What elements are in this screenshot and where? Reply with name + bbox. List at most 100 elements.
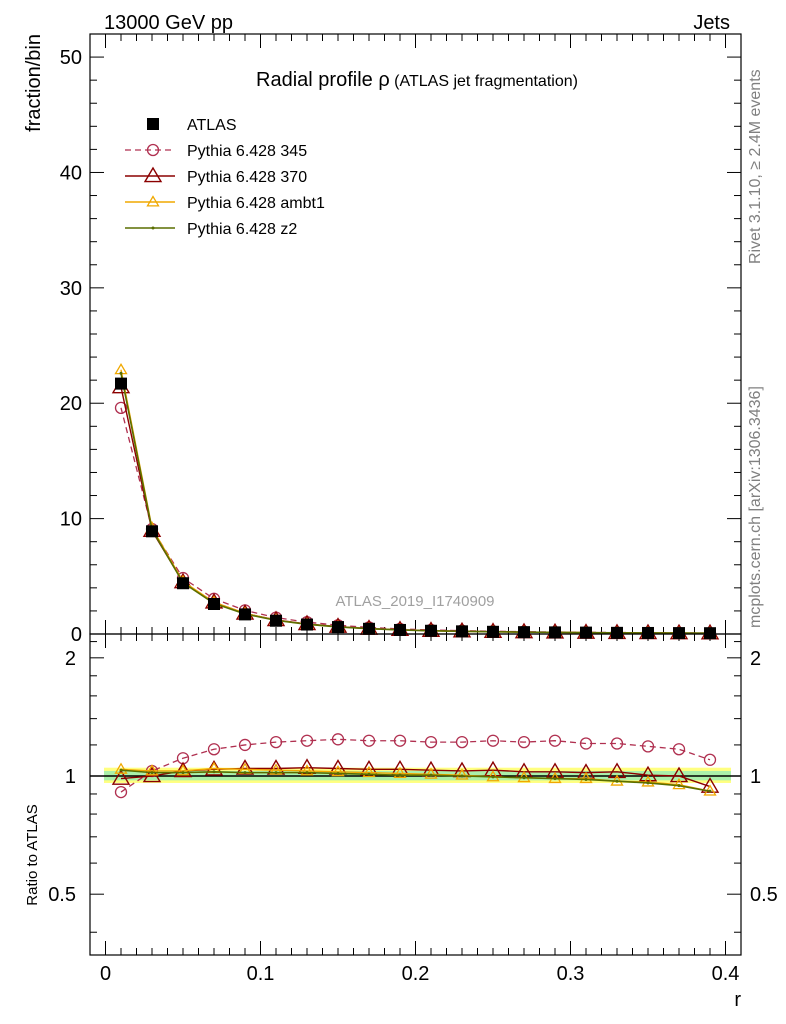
ratio-y-tick-label: 2 [65,648,76,670]
legend-label-p370: Pythia 6.428 370 [187,169,307,186]
main-y-axis: 0 10 20 30 40 50 [60,47,741,646]
pythia-345-point [579,737,593,750]
pythia-370-point [669,766,689,783]
x-axis-label: r [734,989,741,1011]
plot-title-main: Radial profile [256,69,378,91]
pythia-345-point [610,737,624,750]
pythia-z2-point [119,371,123,375]
ratio-y-tick-label: 1 [65,766,76,788]
pythia-ambt1-point [114,762,128,774]
x-tick-label: 0.4 [712,963,740,985]
atlas-data-point [518,626,530,639]
atlas-data-point [332,621,344,634]
pythia-345-point [672,743,686,756]
pythia-ambt1-point [455,768,469,780]
pythia-z2-point [708,789,712,793]
atlas-data-point [611,626,623,639]
x-axis: 0 0.1 0.2 0.3 0.4 [100,634,739,985]
atlas-data-point [177,577,189,590]
main-y-tick-label: 20 [60,393,82,415]
pythia-ambt1-point [424,767,438,779]
atlas-data-point [363,622,375,635]
main-y-tick-label: 40 [60,162,82,184]
ratio-y-tick-label-right: 1 [750,766,761,788]
x-tick-label: 0 [100,963,111,985]
pythia-ambt1-point [641,775,655,787]
plot-title-sub: (ATLAS jet fragmentation) [390,73,578,90]
pythia-z2-point [243,771,247,775]
pythia-z2-point [646,781,650,785]
main-y-tick-label: 0 [71,624,82,646]
ratio-data-series [111,733,720,799]
pythia-345-point [114,401,128,414]
pythia-ambt1-point [145,764,159,776]
plot-title-symbol: ρ [378,69,389,91]
atlas-data-point [394,623,406,636]
atlas-data-point [208,598,220,610]
pythia-z2-point [119,768,123,772]
pythia-345-point [641,740,655,753]
main-y-tick-label: 30 [60,278,82,300]
pythia-z2-point [336,771,340,775]
main-y-axis-label: fraction/bin [23,34,45,132]
pythia-z2-point [615,779,619,783]
pythia-z2-point [151,226,155,230]
atlas-data-point [239,608,251,621]
series-line-z2 [120,769,711,792]
pythia-z2-point [367,772,371,776]
ratio-panel: 0.5 0.51 12 2 0 0.1 0.2 0.3 0.4 Ratio to ATLAS … [24,633,778,1011]
pythia-370-point [111,769,131,785]
legend-label-p345: Pythia 6.428 345 [187,143,307,160]
pythia-345-point [703,753,717,766]
pythia-345-point [424,735,438,749]
pythia-345-point [331,733,345,746]
pythia-ambt1-point [362,765,376,778]
ratio-y-tick-label: 0.5 [48,884,76,906]
x-tick-label: 0.3 [557,963,585,985]
pythia-z2-point [212,770,216,774]
ratio-y-tick-label-right: 0.5 [750,884,778,906]
legend-label-z2: Pythia 6.428 z2 [187,221,297,238]
plot-title: Radial profile ρ (ATLAS jet fragmentatio… [256,69,578,91]
pythia-345-point [114,785,128,799]
x-tick-label: 0.1 [247,963,275,985]
pythia-z2-point [460,774,464,778]
ratio-panel-frame [89,633,742,956]
atlas-data-point [146,525,158,538]
legend: ATLAS Pythia 6.428 345 Pythia 6.428 370 Pyt… [125,117,325,238]
atlas-data-point [673,627,685,640]
rivet-version-label: Rivet 3.1.10, ≥ 2.4M events [747,69,764,264]
pythia-345-point [548,734,562,747]
main-data-series [111,362,720,640]
main-y-tick-label: 10 [60,509,82,531]
header-process-label: 13000 GeV pp [104,12,233,34]
pythia-345-point [300,734,314,747]
pythia-z2-point [677,784,681,788]
atlas-data-point [270,614,282,627]
pythia-345-point [517,735,531,749]
pythia-z2-point [181,771,185,775]
header-category-label: Jets [693,12,730,34]
legend-label-atlas: ATLAS [187,117,237,134]
pythia-345-point [393,734,407,747]
atlas-data-point [301,618,313,631]
x-tick-label: 0.2 [402,963,430,985]
pythia-z2-point [491,775,495,779]
pythia-z2-point [305,771,309,775]
pythia-345-point [238,738,252,752]
pythia-ambt1-point [672,777,686,790]
pythia-345-point [269,735,283,749]
pythia-z2-point [584,777,588,781]
atlas-data-point [487,625,499,638]
atlas-data-point [704,627,716,640]
atlas-data-point [147,118,159,130]
pythia-345-point [362,734,376,747]
atlas-data-point [115,377,127,390]
ratio-y-axis: 0.5 0.5 1 1 2 2 [48,641,778,933]
pythia-345-point [486,734,500,747]
pythia-ambt1-point [579,771,593,784]
pythia-ambt1-point [146,195,160,207]
pythia-ambt1-point [331,765,345,777]
analysis-watermark: ATLAS_2019_I1740909 [335,593,494,610]
